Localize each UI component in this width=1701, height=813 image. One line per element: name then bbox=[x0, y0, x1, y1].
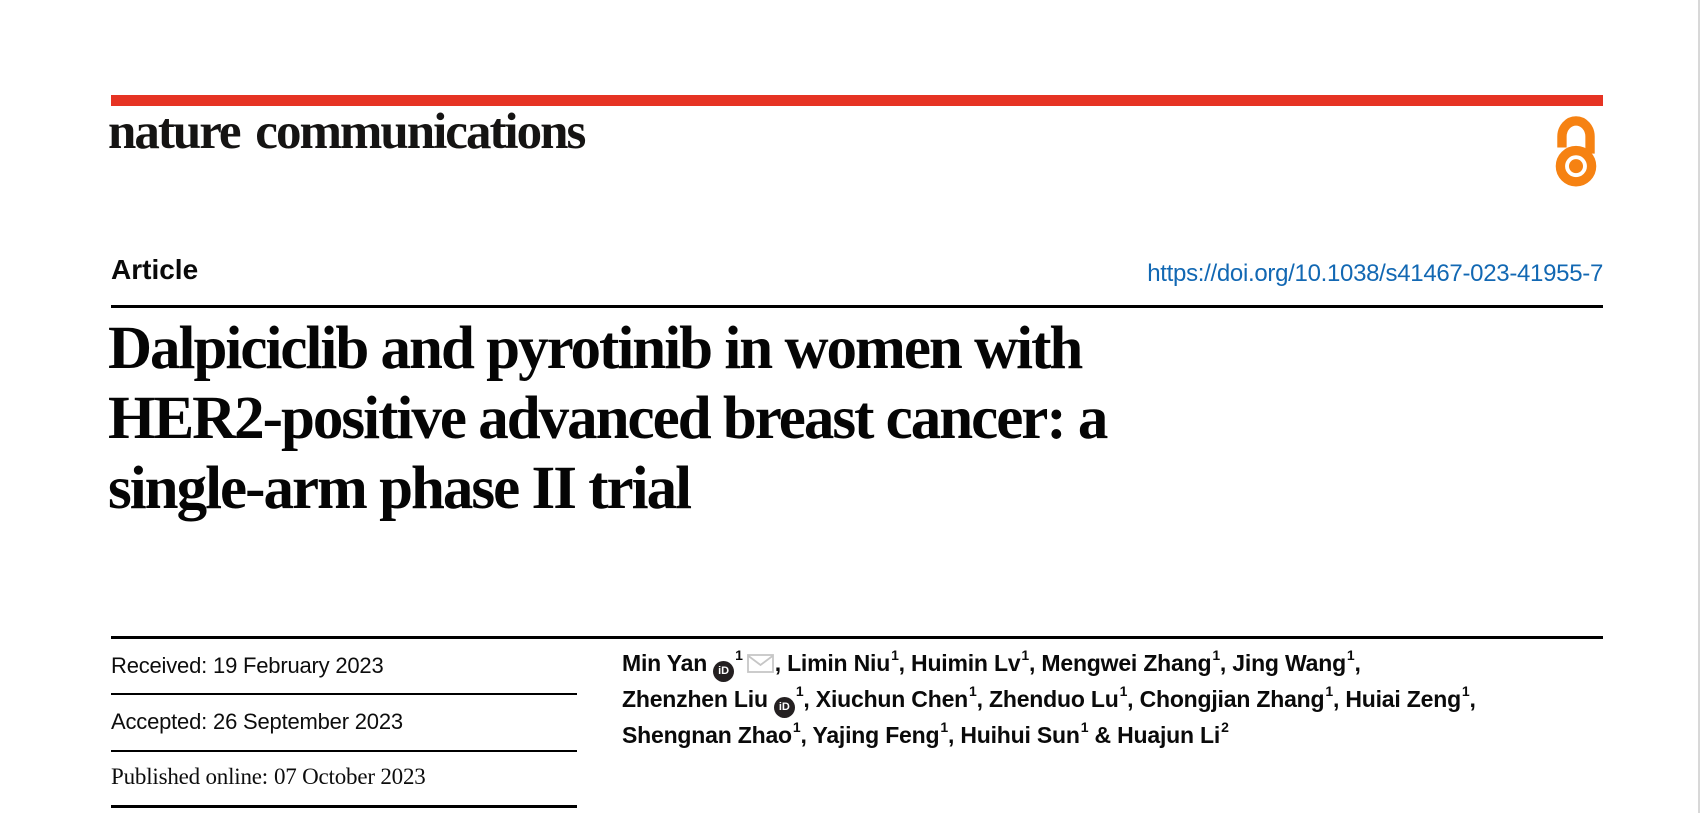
meta-top-divider bbox=[111, 636, 1603, 639]
affiliation-superscript: 1 bbox=[1119, 683, 1128, 700]
author-name: Xiuchun Chen1 bbox=[815, 683, 977, 712]
author-name: Huajun Li2 bbox=[1117, 719, 1229, 748]
affiliation-superscript: 1 bbox=[940, 719, 948, 736]
author-name: Zhenzhen Liu iD1 bbox=[622, 683, 804, 718]
accepted-date-row: Accepted: 26 September 2023 bbox=[111, 709, 403, 735]
paper-title-line: single-arm phase II trial bbox=[108, 455, 692, 522]
meta-divider bbox=[111, 805, 577, 808]
affiliation-superscript: 1 bbox=[1080, 719, 1089, 736]
open-access-lock-icon bbox=[1555, 116, 1597, 187]
affiliation-superscript: 1 bbox=[891, 647, 899, 664]
orcid-icon[interactable]: iD bbox=[773, 697, 795, 718]
author-name: Min Yan iD1 bbox=[622, 647, 775, 682]
accepted-label: Accepted: bbox=[111, 709, 208, 734]
paper-title-line: HER2-positive advanced breast cancer: a bbox=[108, 385, 1108, 452]
author-name: Jing Wang1 bbox=[1232, 647, 1355, 676]
received-value: 19 February 2023 bbox=[213, 653, 384, 678]
doi-link[interactable]: https://doi.org/10.1038/s41467-023-41955… bbox=[1147, 260, 1603, 287]
author-name: Huiai Zeng1 bbox=[1345, 683, 1470, 712]
affiliation-superscript: 1 bbox=[1346, 647, 1355, 664]
journal-accent-bar bbox=[111, 95, 1603, 106]
author-name: Limin Niu1 bbox=[787, 647, 899, 676]
received-label: Received: bbox=[111, 653, 208, 678]
paper-title-line: Dalpiciclib and pyrotinib in women with bbox=[108, 315, 1083, 382]
author-name: Huimin Lv1 bbox=[911, 647, 1030, 676]
affiliation-superscript: 1 bbox=[969, 683, 977, 700]
affiliation-superscript: 1 bbox=[1325, 683, 1333, 700]
affiliation-superscript: 1 bbox=[1021, 647, 1030, 664]
header-divider bbox=[111, 305, 1603, 308]
published-value: 07 October 2023 bbox=[273, 764, 426, 789]
meta-divider bbox=[111, 693, 577, 695]
published-label: Published online: bbox=[111, 764, 268, 789]
author-name: Mengwei Zhang1 bbox=[1041, 647, 1220, 676]
accepted-value: 26 September 2023 bbox=[213, 709, 403, 734]
affiliation-superscript: 1 bbox=[792, 719, 801, 736]
email-envelope-icon[interactable] bbox=[746, 654, 774, 673]
page-edge-divider bbox=[1698, 0, 1700, 813]
author-name: Zhenduo Lu1 bbox=[989, 683, 1128, 712]
affiliation-superscript: 1 bbox=[795, 683, 804, 700]
journal-logo: nature communications bbox=[108, 104, 586, 160]
author-name: Shengnan Zhao1 bbox=[622, 719, 801, 748]
orcid-icon[interactable]: iD bbox=[713, 661, 735, 682]
received-date-row: Received: 19 February 2023 bbox=[111, 653, 384, 679]
affiliation-superscript: 2 bbox=[1221, 719, 1229, 736]
author-name: Yajing Feng1 bbox=[812, 719, 948, 748]
affiliation-superscript: 1 bbox=[1212, 647, 1220, 664]
author-list: Min Yan iD1 , Limin Niu1, Huimin Lv1, Men… bbox=[622, 647, 1476, 748]
affiliation-superscript: 1 bbox=[735, 647, 743, 664]
affiliation-superscript: 1 bbox=[1461, 683, 1470, 700]
author-name: Chongjian Zhang1 bbox=[1139, 683, 1334, 712]
article-type-label: Article bbox=[111, 254, 199, 285]
meta-divider bbox=[111, 750, 577, 752]
published-date-row: Published online: 07 October 2023 bbox=[111, 764, 426, 790]
author-name: Huihui Sun1 bbox=[960, 719, 1089, 748]
paper-title: Dalpiciclib and pyrotinib in women with … bbox=[108, 314, 1528, 524]
